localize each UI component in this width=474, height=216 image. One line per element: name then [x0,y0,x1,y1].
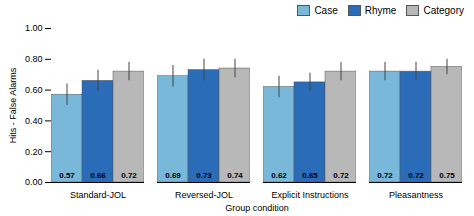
svg-text:0.75: 0.75 [439,171,455,180]
svg-text:0.57: 0.57 [59,171,75,180]
svg-text:0.72: 0.72 [333,171,349,180]
html-text:Rhyme: Rhyme [364,4,397,16]
svg-text:0.66: 0.66 [90,171,106,180]
svg-text:Hits - False Alarms: Hits - False Alarms [8,67,18,143]
svg-text:Reversed-JOL: Reversed-JOL [175,190,233,200]
svg-text:0.74: 0.74 [227,171,243,180]
svg-text:0.73: 0.73 [196,171,212,180]
svg-text:0.80: 0.80 [25,54,43,64]
svg-text:Explicit Instructions: Explicit Instructions [271,190,349,200]
svg-text:0.62: 0.62 [271,171,287,180]
svg-text:Group condition: Group condition [225,203,289,213]
svg-text:0.60: 0.60 [25,85,43,95]
svg-text:0.00: 0.00 [25,177,43,187]
svg-text:0.65: 0.65 [302,171,318,180]
svg-text:0.72: 0.72 [408,171,424,180]
svg-text:Pleasantness: Pleasantness [389,190,444,200]
html-text:Category: Category [423,4,464,16]
svg-text:Standard-JOL: Standard-JOL [70,190,126,200]
svg-text:0.20: 0.20 [25,147,43,157]
svg-text:0.69: 0.69 [165,171,181,180]
svg-text:0.72: 0.72 [377,171,393,180]
html-text:Case: Case [314,4,338,16]
svg-text:0.72: 0.72 [121,171,137,180]
svg-text:1.00: 1.00 [25,23,43,33]
svg-text:0.40: 0.40 [25,116,43,126]
